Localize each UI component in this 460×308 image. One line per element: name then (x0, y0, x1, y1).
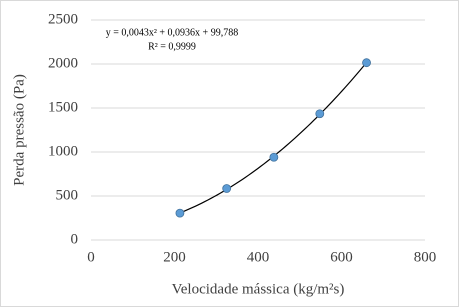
y-tick-label: 0 (71, 231, 79, 247)
trend-equation: y = 0,0043x² + 0,0936x + 99,788 (106, 27, 238, 38)
y-tick-label: 2500 (48, 11, 78, 27)
y-tick-label: 500 (56, 187, 79, 203)
y-tick-label: 2000 (48, 55, 78, 71)
x-tick-label: 600 (330, 249, 353, 265)
y-tick-label: 1500 (48, 99, 78, 115)
trend-r-squared: R² = 0,9999 (148, 41, 196, 52)
y-axis-label: Perda pressão (Pa) (11, 74, 27, 186)
point (175, 208, 185, 218)
point (315, 109, 325, 119)
x-tick-label: 0 (87, 249, 95, 265)
x-tick-label: 400 (247, 249, 270, 265)
y-tick-label: 1000 (48, 143, 78, 159)
x-tick-label: 200 (163, 249, 186, 265)
point (222, 184, 232, 193)
x-tick-label: 800 (414, 249, 437, 265)
x-axis-label: Velocidade mássica (kg/m²s) (172, 281, 345, 297)
point (269, 152, 279, 162)
point (362, 58, 371, 68)
